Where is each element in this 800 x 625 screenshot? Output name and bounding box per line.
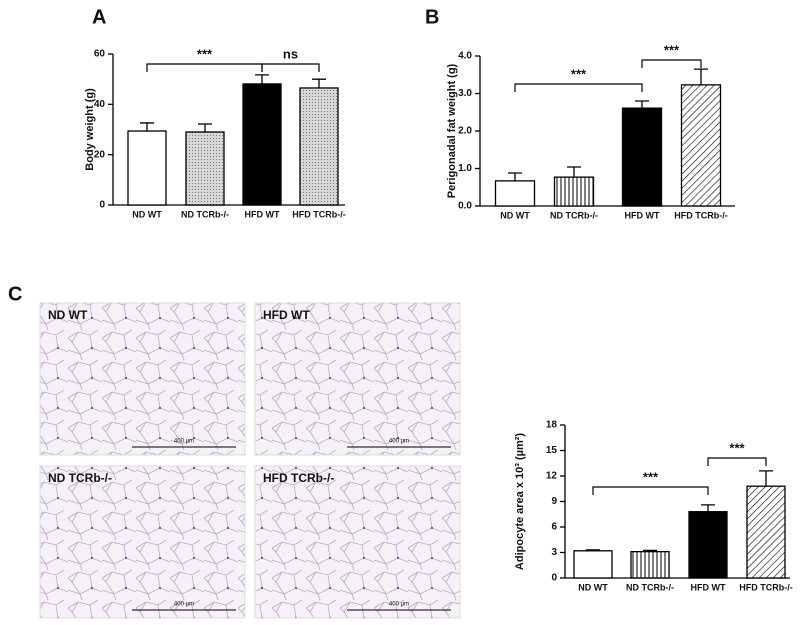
error-bar bbox=[567, 166, 581, 178]
bar bbox=[680, 84, 722, 207]
image-label: HFD TCRb-/- bbox=[263, 471, 334, 485]
y-axis-label: Adipocyte area x 10³ (µm²) bbox=[514, 433, 526, 570]
bar bbox=[573, 550, 613, 579]
x-tick-label: HFD TCRb-/- bbox=[739, 582, 793, 592]
scale-bar-label: 400 µm bbox=[389, 439, 409, 445]
bar bbox=[494, 180, 536, 207]
y-tick-label: 4.0 bbox=[458, 51, 472, 62]
error-bar bbox=[198, 123, 212, 133]
error-bar bbox=[255, 74, 269, 84]
bar bbox=[299, 87, 339, 206]
y-tick-label: 0 bbox=[551, 573, 557, 584]
significance-label: *** bbox=[197, 46, 213, 61]
x-tick-label: ND WT bbox=[132, 209, 162, 219]
image-label: ND TCRb-/- bbox=[48, 471, 112, 485]
y-tick-label: 15 bbox=[546, 445, 558, 456]
x-tick-label: HFD TCRb-/- bbox=[674, 210, 728, 220]
y-tick-label: 12 bbox=[546, 471, 558, 482]
x-tick-label: HFD WT bbox=[691, 582, 726, 592]
panel-label: A bbox=[92, 6, 106, 28]
scale-bar-label: 400 µm bbox=[174, 602, 194, 608]
error-bar bbox=[759, 470, 773, 487]
bar bbox=[553, 176, 595, 207]
x-tick-label: ND TCRb-/- bbox=[626, 582, 674, 592]
image-label: ND WT bbox=[48, 308, 88, 322]
error-bar bbox=[508, 172, 522, 181]
error-bar bbox=[694, 68, 708, 85]
y-tick-label: 0 bbox=[99, 200, 105, 211]
y-tick-label: 20 bbox=[94, 149, 106, 160]
y-tick-label: 18 bbox=[546, 420, 558, 431]
significance-bracket bbox=[641, 59, 702, 68]
y-tick-label: 40 bbox=[94, 99, 106, 110]
x-tick-label: HFD WT bbox=[625, 210, 660, 220]
error-bar bbox=[635, 100, 649, 109]
x-tick-label: ND TCRb-/- bbox=[181, 209, 229, 219]
error-bar bbox=[312, 78, 326, 88]
histology-image bbox=[39, 465, 246, 619]
image-label: HFD WT bbox=[263, 308, 310, 322]
histology-image bbox=[39, 302, 246, 456]
significance-label: ns bbox=[283, 46, 298, 61]
scale-bar-label: 400 µm bbox=[174, 439, 194, 445]
histology-image bbox=[254, 302, 461, 456]
histology-image bbox=[254, 465, 461, 619]
panel-label: C bbox=[8, 283, 22, 305]
significance-bracket bbox=[707, 457, 767, 466]
x-tick-label: HFD TCRb-/- bbox=[292, 209, 346, 219]
error-bar bbox=[140, 122, 154, 132]
bar bbox=[746, 485, 786, 579]
x-tick-label: ND WT bbox=[578, 582, 608, 592]
scale-bar-label: 400 µm bbox=[389, 602, 409, 608]
significance-bracket bbox=[261, 63, 320, 72]
significance-bracket bbox=[514, 83, 643, 92]
significance-label: *** bbox=[571, 66, 587, 81]
y-tick-label: 60 bbox=[94, 49, 106, 60]
bar bbox=[127, 130, 167, 206]
significance-label: *** bbox=[664, 42, 680, 57]
y-tick-label: 9 bbox=[551, 496, 557, 507]
y-tick-label: 2.0 bbox=[458, 126, 472, 137]
significance-label: *** bbox=[643, 469, 659, 484]
bar bbox=[242, 83, 282, 206]
x-tick-label: HFD WT bbox=[245, 209, 280, 219]
y-tick-label: 0.0 bbox=[458, 201, 472, 212]
y-axis-label: Body weight (g) bbox=[84, 88, 96, 171]
panel-label: B bbox=[425, 6, 439, 28]
x-tick-label: ND TCRb-/- bbox=[550, 210, 598, 220]
x-tick-label: ND WT bbox=[500, 210, 530, 220]
error-bar bbox=[701, 504, 715, 512]
significance-bracket bbox=[592, 486, 709, 495]
significance-label: *** bbox=[729, 440, 745, 455]
bar bbox=[688, 511, 728, 579]
y-tick-label: 3.0 bbox=[458, 88, 472, 99]
significance-bracket bbox=[146, 63, 263, 72]
bar bbox=[621, 107, 663, 207]
y-tick-label: 3 bbox=[551, 547, 557, 558]
bar bbox=[630, 551, 670, 579]
y-axis-label: Perigonadal fat weight (g) bbox=[446, 63, 458, 198]
bar bbox=[185, 131, 225, 206]
y-tick-label: 6 bbox=[551, 522, 557, 533]
y-tick-label: 1.0 bbox=[458, 163, 472, 174]
